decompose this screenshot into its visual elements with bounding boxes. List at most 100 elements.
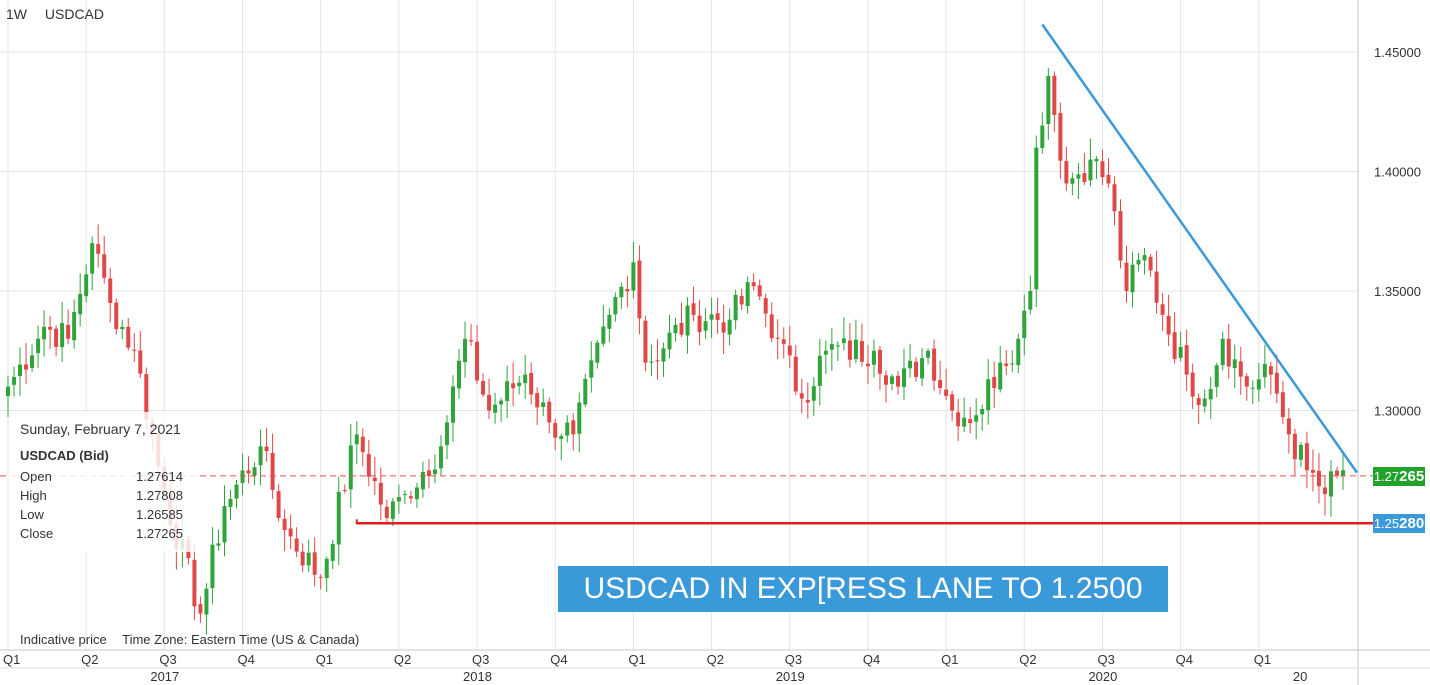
candle-body — [1274, 372, 1279, 394]
x-tick-label: Q4 — [863, 652, 880, 667]
candle-body — [835, 345, 840, 347]
x-tick-label: Q3 — [1097, 652, 1114, 667]
candle-body — [1076, 174, 1081, 179]
candle-body — [282, 518, 287, 530]
y-tick-label: 1.35000 — [1374, 284, 1421, 299]
candle-body — [511, 383, 516, 389]
candle-body — [475, 341, 480, 381]
candle-body — [1262, 364, 1267, 378]
candle-body — [950, 394, 955, 411]
candle-body — [378, 482, 383, 505]
ohlc-date: Sunday, February 7, 2021 — [20, 421, 181, 437]
candle-body — [1136, 259, 1141, 265]
candle-body — [889, 376, 894, 384]
candle-body — [1184, 345, 1189, 375]
candle-body — [90, 243, 95, 274]
candle-body — [1214, 365, 1219, 387]
candle-body — [1094, 158, 1099, 162]
candle-body — [1256, 379, 1261, 390]
ohlc-label: High — [20, 488, 47, 503]
candle-body — [685, 305, 690, 336]
x-tick-label: Q3 — [472, 652, 489, 667]
candle-body — [727, 319, 732, 335]
indicative-price-note: Indicative price — [20, 632, 107, 647]
candle-body — [938, 379, 943, 389]
candle-body — [553, 423, 558, 438]
candle-body — [372, 477, 377, 482]
candle-body — [601, 326, 606, 344]
candle-body — [1004, 363, 1009, 366]
candle-body — [1118, 211, 1123, 261]
candle-body — [66, 324, 71, 339]
candle-body — [1130, 264, 1135, 293]
candle-body — [354, 434, 359, 445]
candle-body — [739, 296, 744, 305]
candle-body — [246, 470, 251, 474]
x-tick-label: Q2 — [1019, 652, 1036, 667]
candle-body — [102, 254, 107, 278]
candle-body — [144, 374, 149, 420]
x-tick-label: Q1 — [3, 652, 20, 667]
candle-body — [751, 282, 756, 287]
candle-body — [1160, 304, 1165, 315]
candle-body — [1226, 338, 1231, 367]
candle-body — [114, 302, 119, 330]
ohlc-panel: Sunday, February 7, 2021 USDCAD (Bid) Op… — [10, 412, 196, 552]
candle-body — [673, 324, 678, 334]
candle-body — [1052, 75, 1057, 115]
year-label: 20 — [1293, 669, 1307, 684]
candles-group — [6, 67, 1345, 635]
candle-body — [457, 360, 462, 389]
candle-body — [1028, 291, 1033, 310]
candle-body — [541, 402, 546, 408]
candle-body — [276, 491, 281, 519]
current-price-pips: 265 — [1399, 467, 1425, 485]
candle-body — [577, 402, 582, 434]
candle-body — [108, 278, 113, 303]
candle-body — [763, 298, 768, 314]
candle-body — [775, 337, 780, 339]
candle-body — [902, 368, 907, 387]
x-tick-label: Q2 — [394, 652, 411, 667]
candle-body — [805, 400, 810, 403]
candle-body — [679, 322, 684, 335]
candle-body — [619, 286, 624, 298]
x-tick-label: Q2 — [81, 652, 98, 667]
candle-body — [637, 260, 642, 319]
candle-body — [24, 364, 29, 370]
candle-body — [36, 338, 41, 354]
candle-body — [222, 506, 227, 543]
candle-body — [1310, 469, 1315, 473]
candle-body — [204, 588, 209, 615]
candle-body — [914, 361, 919, 377]
y-tick-label: 1.30000 — [1374, 404, 1421, 419]
candle-body — [883, 375, 888, 385]
current-price-main: 1.27 — [1373, 468, 1400, 484]
candle-body — [998, 362, 1003, 390]
candle-body — [324, 558, 329, 578]
candle-body — [841, 338, 846, 344]
candle-body — [1341, 470, 1345, 476]
candle-body — [384, 506, 389, 519]
chart-footer: Indicative price Time Zone: Eastern Time… — [20, 632, 371, 647]
x-tick-label: Q4 — [1176, 652, 1193, 667]
candle-body — [1046, 75, 1051, 124]
timeframe-label[interactable]: 1W — [6, 6, 27, 22]
candle-body — [721, 322, 726, 333]
candle-body — [1304, 443, 1309, 471]
ohlc-label: Open — [20, 469, 52, 484]
candle-body — [1142, 255, 1147, 261]
candle-body — [487, 394, 492, 411]
candle-body — [30, 355, 35, 369]
ohlc-label: Close — [20, 526, 54, 541]
candle-body — [396, 497, 401, 502]
candle-body — [589, 360, 594, 378]
candle-body — [571, 420, 576, 435]
symbol-label[interactable]: USDCAD — [44, 6, 105, 22]
candle-body — [980, 408, 985, 415]
candle-body — [986, 379, 991, 411]
candle-body — [1016, 338, 1021, 366]
candle-body — [408, 496, 413, 499]
candle-body — [390, 501, 395, 519]
candle-body — [625, 289, 630, 292]
